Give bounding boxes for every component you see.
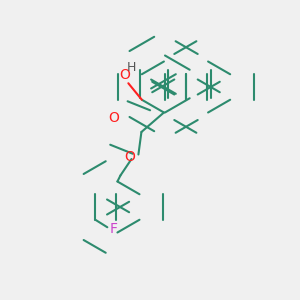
Text: O: O xyxy=(108,111,119,124)
Text: O: O xyxy=(119,68,130,82)
Text: F: F xyxy=(109,222,117,236)
Text: H: H xyxy=(126,61,136,74)
Text: O: O xyxy=(124,150,136,164)
